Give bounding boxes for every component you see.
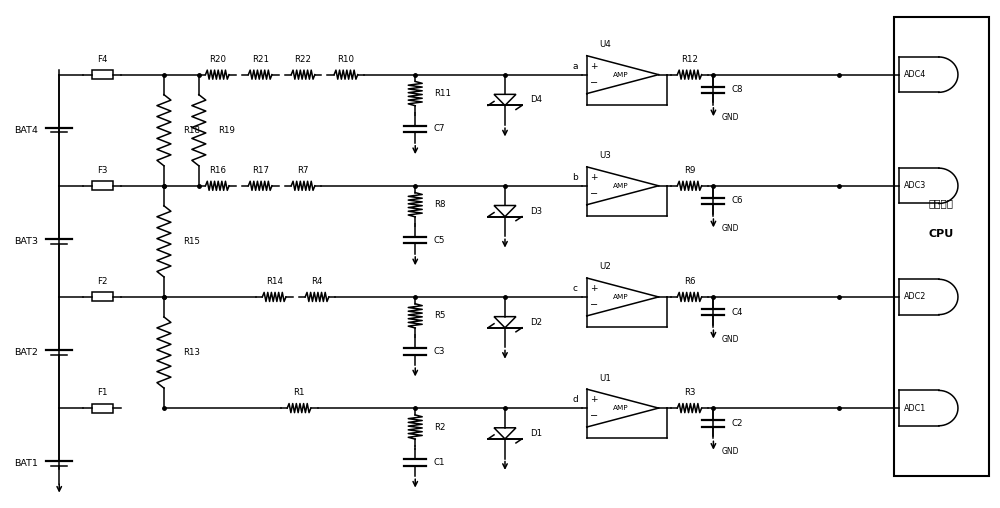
Text: ADC1: ADC1 <box>904 403 926 412</box>
Text: R12: R12 <box>681 55 698 64</box>
Text: BAT3: BAT3 <box>14 237 38 246</box>
Text: R9: R9 <box>684 166 695 175</box>
Text: U1: U1 <box>599 373 611 383</box>
Text: R17: R17 <box>252 166 269 175</box>
Text: R3: R3 <box>684 389 695 397</box>
Text: −: − <box>590 300 598 310</box>
Text: ADC3: ADC3 <box>904 181 926 190</box>
Text: R1: R1 <box>293 389 305 397</box>
Bar <box>92 403 113 412</box>
Text: R14: R14 <box>266 277 283 287</box>
Text: +: + <box>590 173 597 182</box>
Text: GND: GND <box>721 224 739 233</box>
Text: AMP: AMP <box>613 72 629 78</box>
Text: 微处理器: 微处理器 <box>929 199 954 208</box>
Text: AMP: AMP <box>613 294 629 300</box>
Text: F2: F2 <box>97 277 107 287</box>
Text: D2: D2 <box>530 318 542 327</box>
Text: AMP: AMP <box>613 405 629 411</box>
Bar <box>92 70 113 79</box>
Text: D1: D1 <box>530 429 542 438</box>
Text: +: + <box>590 395 597 404</box>
Text: R5: R5 <box>434 311 446 321</box>
Text: AMP: AMP <box>613 183 629 189</box>
Text: R13: R13 <box>183 348 200 357</box>
Text: R7: R7 <box>297 166 309 175</box>
Text: c: c <box>573 284 578 293</box>
Text: ADC4: ADC4 <box>904 70 926 79</box>
Text: C8: C8 <box>731 85 743 94</box>
Text: b: b <box>572 173 578 182</box>
Text: U2: U2 <box>599 263 611 271</box>
Text: +: + <box>590 62 597 71</box>
Text: R4: R4 <box>311 277 323 287</box>
Text: D3: D3 <box>530 207 542 215</box>
Text: R2: R2 <box>434 423 446 431</box>
Text: C7: C7 <box>433 124 445 134</box>
Text: d: d <box>572 395 578 404</box>
Text: CPU: CPU <box>929 229 954 239</box>
Text: R8: R8 <box>434 200 446 209</box>
Text: −: − <box>590 411 598 422</box>
Text: R21: R21 <box>252 55 269 64</box>
Text: −: − <box>590 189 598 199</box>
Text: F1: F1 <box>97 389 107 397</box>
Text: U4: U4 <box>599 40 611 49</box>
Text: C1: C1 <box>433 458 445 467</box>
Text: GND: GND <box>721 113 739 122</box>
Bar <box>92 181 113 190</box>
Text: R20: R20 <box>209 55 226 64</box>
Text: R10: R10 <box>337 55 354 64</box>
Text: R16: R16 <box>209 166 226 175</box>
Text: BAT4: BAT4 <box>14 125 38 135</box>
Text: C3: C3 <box>433 347 445 356</box>
Text: a: a <box>572 61 578 71</box>
Text: R15: R15 <box>183 237 200 246</box>
Bar <box>894 17 989 477</box>
Text: R18: R18 <box>183 125 200 135</box>
Text: C2: C2 <box>731 419 743 428</box>
Text: U3: U3 <box>599 151 611 161</box>
Text: BAT1: BAT1 <box>14 459 38 468</box>
Text: C5: C5 <box>433 236 445 245</box>
Text: GND: GND <box>721 447 739 456</box>
Text: D4: D4 <box>530 96 542 105</box>
Bar <box>92 293 113 301</box>
Text: R11: R11 <box>434 89 451 98</box>
Text: R6: R6 <box>684 277 695 287</box>
Text: −: − <box>590 78 598 88</box>
Text: C6: C6 <box>731 197 743 205</box>
Text: R19: R19 <box>218 125 235 135</box>
Text: BAT2: BAT2 <box>14 348 38 357</box>
Text: C4: C4 <box>731 308 743 316</box>
Text: GND: GND <box>721 335 739 344</box>
Text: R22: R22 <box>295 55 312 64</box>
Text: +: + <box>590 284 597 293</box>
Text: ADC2: ADC2 <box>904 293 926 301</box>
Text: F3: F3 <box>97 166 107 175</box>
Text: F4: F4 <box>97 55 107 64</box>
